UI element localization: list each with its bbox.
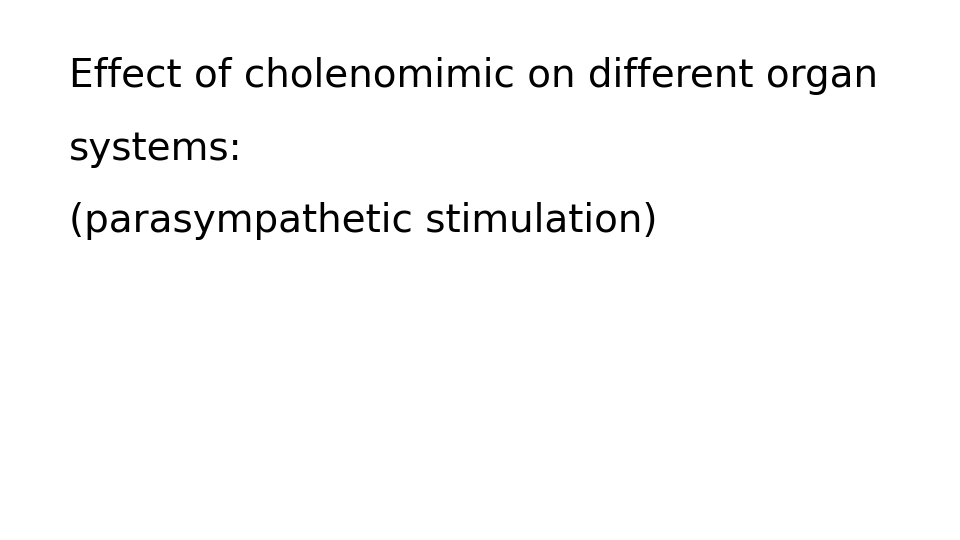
Text: (parasympathetic stimulation): (parasympathetic stimulation) bbox=[69, 202, 658, 240]
Text: Effect of cholenomimic on different organ: Effect of cholenomimic on different orga… bbox=[69, 57, 878, 94]
Text: systems:: systems: bbox=[69, 130, 243, 167]
